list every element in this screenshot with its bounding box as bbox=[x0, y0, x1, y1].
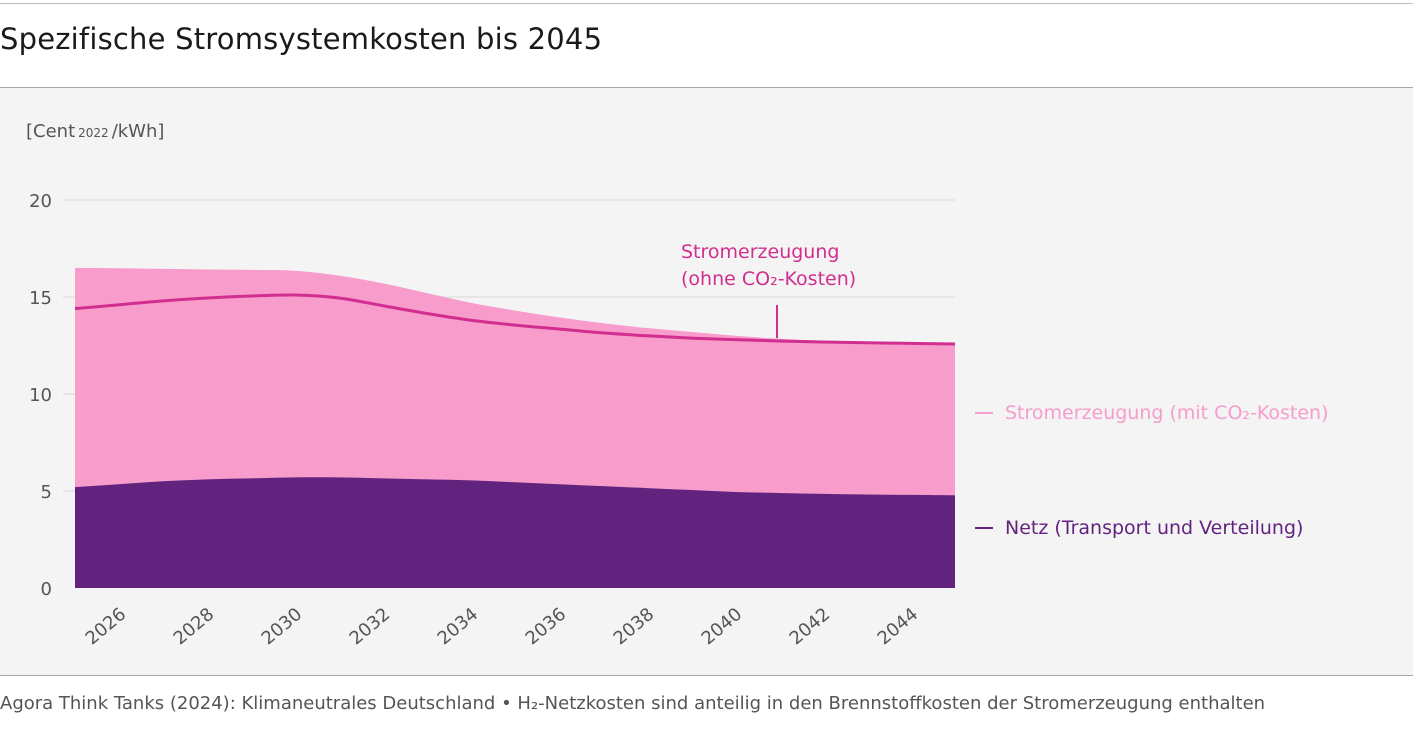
x-tick-2042: 2042 bbox=[786, 604, 835, 650]
line-series bbox=[74, 293, 956, 346]
y-tick-15: 15 bbox=[29, 288, 52, 309]
x-tick-2038: 2038 bbox=[610, 604, 659, 650]
chart-panel: [Cent 2022/kWh] 0 5 10 15 20 2026 2028 2030 2032… bbox=[0, 87, 1413, 676]
x-tick-2036: 2036 bbox=[522, 604, 571, 650]
line-annotation: Stromerzeugung (ohne CO₂-Kosten) bbox=[681, 241, 856, 339]
annotation-line1: Stromerzeugung bbox=[681, 241, 839, 263]
x-tick-2026: 2026 bbox=[82, 604, 131, 650]
x-tick-2040: 2040 bbox=[698, 604, 747, 650]
y-tick-5: 5 bbox=[41, 482, 52, 503]
y-axis-label-suffix: /kWh] bbox=[112, 121, 165, 142]
y-tick-labels: 0 5 10 15 20 bbox=[29, 191, 52, 600]
x-tick-2030: 2030 bbox=[258, 604, 307, 650]
y-axis-label: [Cent 2022/kWh] bbox=[26, 121, 164, 142]
legend-label-netz: Netz (Transport und Verteilung) bbox=[1005, 517, 1303, 539]
x-tick-2028: 2028 bbox=[170, 604, 219, 650]
annotation-line2: (ohne CO₂-Kosten) bbox=[681, 268, 856, 290]
source-note: Agora Think Tanks (2024): Klimaneutrales… bbox=[0, 693, 1266, 714]
area-series bbox=[75, 267, 955, 588]
area-netz bbox=[75, 477, 955, 588]
x-tick-2044: 2044 bbox=[874, 604, 923, 650]
line-ohne_co2 bbox=[74, 293, 956, 346]
y-tick-10: 10 bbox=[29, 385, 52, 406]
y-axis-label-sub: 2022 bbox=[78, 126, 109, 140]
y-tick-20: 20 bbox=[29, 191, 52, 212]
x-tick-labels: 2026 2028 2030 2032 2034 2036 2038 2040 2042 2044 bbox=[82, 604, 923, 650]
page-title: Spezifische Stromsystemkosten bis 2045 bbox=[0, 22, 603, 56]
y-tick-0: 0 bbox=[41, 579, 52, 600]
legend-label-mit_co2: Stromerzeugung (mit CO₂-Kosten) bbox=[1005, 402, 1329, 424]
x-tick-2034: 2034 bbox=[434, 604, 483, 650]
chart: [Cent 2022/kWh] 0 5 10 15 20 2026 2028 2030 2032… bbox=[26, 121, 1329, 650]
legend: Stromerzeugung (mit CO₂-Kosten) Netz (Tra… bbox=[975, 402, 1329, 539]
y-axis-label-prefix: [Cent bbox=[26, 121, 75, 142]
x-tick-2032: 2032 bbox=[346, 604, 395, 650]
top-rule bbox=[0, 3, 1413, 4]
